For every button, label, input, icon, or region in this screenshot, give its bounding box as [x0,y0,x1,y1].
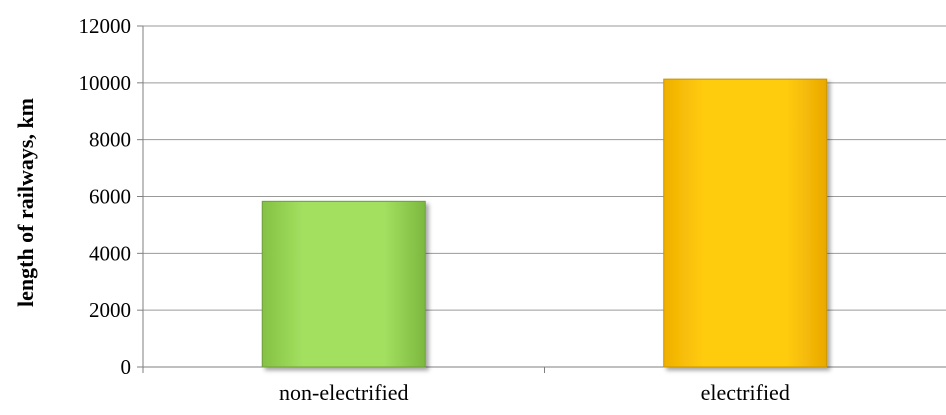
y-tick-label: 2000 [89,298,131,322]
y-tick-label: 6000 [89,185,131,209]
x-category-label: non-electrified [279,380,409,405]
y-tick-label: 10000 [79,71,132,95]
y-tick-labels: 0 2000 4000 6000 8000 10000 12000 [79,14,132,379]
y-axis-title: length of railways, km [13,98,38,307]
y-tick-label: 4000 [89,241,131,265]
y-tick-label: 12000 [79,14,132,38]
x-category-label: electrified [701,380,790,405]
bars [261,78,828,368]
bar-non-electrified [261,200,426,368]
x-category-labels: non-electrified electrified [279,380,790,405]
y-tick-label: 0 [121,355,132,379]
bar-electrified [663,78,828,368]
y-tick-label: 8000 [89,128,131,152]
